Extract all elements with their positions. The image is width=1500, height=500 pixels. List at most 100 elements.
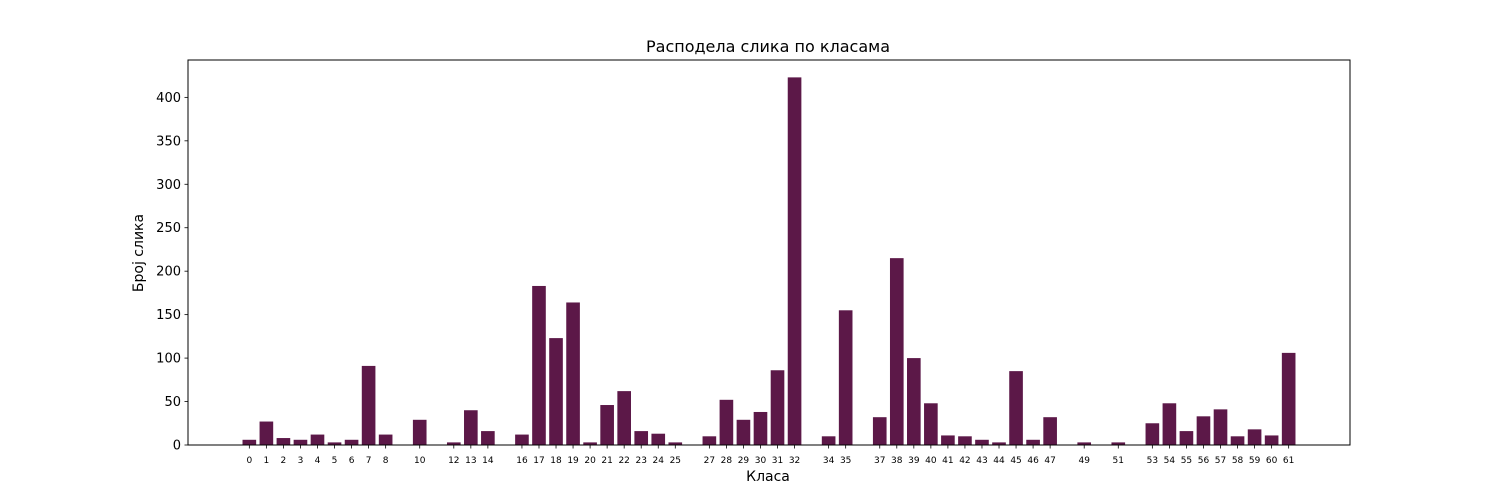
- bar-21: [600, 405, 614, 445]
- bar-0: [242, 439, 257, 445]
- bar-10: [412, 419, 427, 445]
- bar-39: [907, 358, 921, 445]
- bar-56: [1196, 416, 1211, 445]
- y-tick-label-400: 400: [156, 91, 181, 106]
- bar-2: [276, 438, 291, 445]
- bar-35: [838, 310, 853, 445]
- x-tick-label-19: 19: [567, 456, 579, 466]
- bar-55: [1179, 431, 1194, 445]
- x-tick-label-12: 12: [448, 456, 459, 466]
- x-tick-label-22: 22: [618, 456, 629, 466]
- bars-group: [242, 77, 1296, 445]
- x-tick-label-0: 0: [246, 456, 252, 466]
- y-axis: 0 50 100 150 200 250 300 350 400: [156, 91, 188, 454]
- x-tick-label-1: 1: [264, 456, 270, 466]
- x-tick-label-56: 56: [1198, 456, 1210, 466]
- bar-22: [617, 391, 631, 445]
- x-tick-label-23: 23: [635, 456, 646, 466]
- chart-title: Расподела слика по класама: [646, 37, 890, 56]
- bar-43: [975, 439, 989, 445]
- bar-5: [327, 442, 342, 445]
- x-tick-label-55: 55: [1181, 456, 1192, 466]
- x-tick-label-57: 57: [1215, 456, 1226, 466]
- bar-18: [549, 338, 563, 445]
- bar-49: [1077, 442, 1092, 445]
- x-tick-label-54: 54: [1164, 456, 1176, 466]
- bar-38: [889, 258, 904, 445]
- x-tick-label-35: 35: [840, 456, 851, 466]
- x-tick-label-40: 40: [925, 456, 937, 466]
- bar-60: [1264, 435, 1279, 445]
- bar-46: [1026, 439, 1040, 445]
- x-tick-label-49: 49: [1078, 456, 1090, 466]
- y-tick-label-50: 50: [164, 395, 181, 410]
- bar-14: [481, 431, 495, 445]
- x-tick-label-8: 8: [383, 456, 389, 466]
- bar-6: [344, 439, 359, 445]
- bar-59: [1247, 429, 1262, 445]
- x-tick-label-30: 30: [755, 456, 767, 466]
- bar-40: [924, 403, 938, 445]
- x-tick-label-24: 24: [653, 456, 665, 466]
- x-tick-label-41: 41: [942, 456, 953, 466]
- x-tick-label-3: 3: [298, 456, 304, 466]
- bar-57: [1213, 409, 1228, 445]
- x-tick-label-44: 44: [993, 456, 1005, 466]
- x-tick-label-51: 51: [1113, 456, 1124, 466]
- bar-58: [1230, 436, 1245, 445]
- bar-27: [702, 436, 717, 445]
- y-tick-label-0: 0: [173, 439, 181, 454]
- bar-17: [532, 285, 546, 445]
- x-axis-label: Класа: [746, 469, 790, 485]
- x-tick-label-34: 34: [823, 456, 835, 466]
- bar-24: [651, 433, 666, 445]
- bar-28: [719, 399, 734, 445]
- y-axis-label: Број слика: [131, 214, 147, 292]
- bar-42: [958, 436, 972, 445]
- x-tick-label-4: 4: [315, 456, 321, 466]
- y-tick-label-100: 100: [156, 352, 181, 367]
- bar-19: [566, 302, 580, 445]
- y-tick-label-150: 150: [156, 308, 181, 323]
- x-tick-label-10: 10: [414, 456, 426, 466]
- bar-53: [1145, 423, 1160, 445]
- x-tick-label-39: 39: [908, 456, 920, 466]
- bar-16: [515, 434, 529, 445]
- x-tick-label-21: 21: [601, 456, 612, 466]
- x-tick-label-53: 53: [1147, 456, 1158, 466]
- bar-41: [941, 435, 955, 445]
- x-tick-label-16: 16: [516, 456, 528, 466]
- y-tick-label-200: 200: [156, 265, 181, 280]
- x-tick-label-42: 42: [959, 456, 970, 466]
- x-tick-label-18: 18: [550, 456, 562, 466]
- bar-45: [1009, 371, 1023, 445]
- x-tick-label-14: 14: [482, 456, 494, 466]
- x-tick-label-43: 43: [976, 456, 987, 466]
- bar-54: [1162, 403, 1177, 445]
- x-tick-label-37: 37: [874, 456, 885, 466]
- bar-34: [821, 436, 836, 445]
- bar-31: [770, 370, 785, 445]
- x-tick-label-20: 20: [584, 456, 596, 466]
- x-tick-label-25: 25: [670, 456, 681, 466]
- x-tick-label-27: 27: [704, 456, 715, 466]
- y-tick-label-350: 350: [156, 134, 181, 149]
- bar-32: [787, 77, 802, 445]
- bar-13: [464, 410, 478, 445]
- plot-area-frame: [187, 59, 1351, 446]
- bar-23: [634, 431, 649, 445]
- x-tick-label-2: 2: [281, 456, 287, 466]
- x-tick-label-58: 58: [1232, 456, 1244, 466]
- bar-37: [872, 417, 887, 445]
- x-tick-label-13: 13: [465, 456, 476, 466]
- x-tick-label-59: 59: [1249, 456, 1261, 466]
- x-axis: 0 1 2 3 4 5 6 7 8 10 12 13 14 16 17 18 19 20 21 22 23 24 25 27 2…: [246, 445, 1294, 466]
- x-tick-label-38: 38: [891, 456, 903, 466]
- bar-7: [361, 365, 376, 445]
- bar-29: [736, 419, 751, 445]
- bar-51: [1111, 442, 1126, 445]
- bar-12: [446, 442, 461, 445]
- x-tick-label-5: 5: [332, 456, 338, 466]
- bar-4: [310, 434, 325, 445]
